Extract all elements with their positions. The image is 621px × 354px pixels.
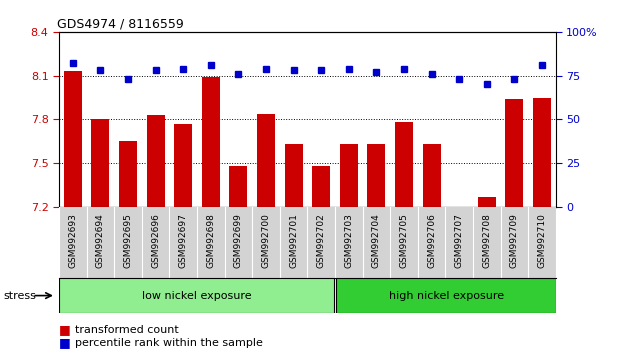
- Bar: [340, 144, 358, 207]
- Text: GSM992704: GSM992704: [372, 213, 381, 268]
- Text: GSM992710: GSM992710: [538, 213, 546, 268]
- Bar: [312, 166, 330, 207]
- Text: low nickel exposure: low nickel exposure: [142, 291, 252, 301]
- Bar: [450, 207, 468, 209]
- Text: GSM992700: GSM992700: [261, 213, 271, 268]
- Text: stress: stress: [3, 291, 36, 301]
- Bar: [423, 144, 440, 207]
- Bar: [533, 98, 551, 207]
- Text: percentile rank within the sample: percentile rank within the sample: [75, 338, 263, 348]
- Text: GSM992698: GSM992698: [206, 213, 215, 268]
- Bar: [336, 278, 556, 313]
- Text: GSM992703: GSM992703: [344, 213, 353, 268]
- Text: GSM992694: GSM992694: [96, 213, 105, 268]
- Text: GSM992705: GSM992705: [399, 213, 409, 268]
- Text: GSM992706: GSM992706: [427, 213, 436, 268]
- Bar: [91, 120, 109, 207]
- Text: GSM992699: GSM992699: [234, 213, 243, 268]
- Bar: [119, 141, 137, 207]
- Bar: [505, 99, 524, 207]
- Bar: [59, 278, 334, 313]
- Text: GSM992707: GSM992707: [455, 213, 464, 268]
- Bar: [175, 124, 192, 207]
- Bar: [284, 144, 302, 207]
- Text: GSM992696: GSM992696: [151, 213, 160, 268]
- Text: GSM992695: GSM992695: [124, 213, 132, 268]
- Bar: [368, 144, 386, 207]
- Text: transformed count: transformed count: [75, 325, 178, 335]
- Text: GDS4974 / 8116559: GDS4974 / 8116559: [57, 18, 183, 31]
- Text: high nickel exposure: high nickel exposure: [389, 291, 504, 301]
- Text: GSM992709: GSM992709: [510, 213, 519, 268]
- Text: GSM992701: GSM992701: [289, 213, 298, 268]
- Text: GSM992702: GSM992702: [317, 213, 325, 268]
- Bar: [147, 115, 165, 207]
- Text: GSM992697: GSM992697: [179, 213, 188, 268]
- Bar: [64, 71, 82, 207]
- Text: ■: ■: [59, 336, 71, 349]
- Bar: [395, 122, 413, 207]
- Bar: [229, 166, 247, 207]
- Text: GSM992693: GSM992693: [68, 213, 77, 268]
- Text: ■: ■: [59, 324, 71, 336]
- Bar: [257, 114, 275, 207]
- Text: GSM992708: GSM992708: [483, 213, 491, 268]
- Bar: [202, 77, 220, 207]
- Bar: [478, 197, 496, 207]
